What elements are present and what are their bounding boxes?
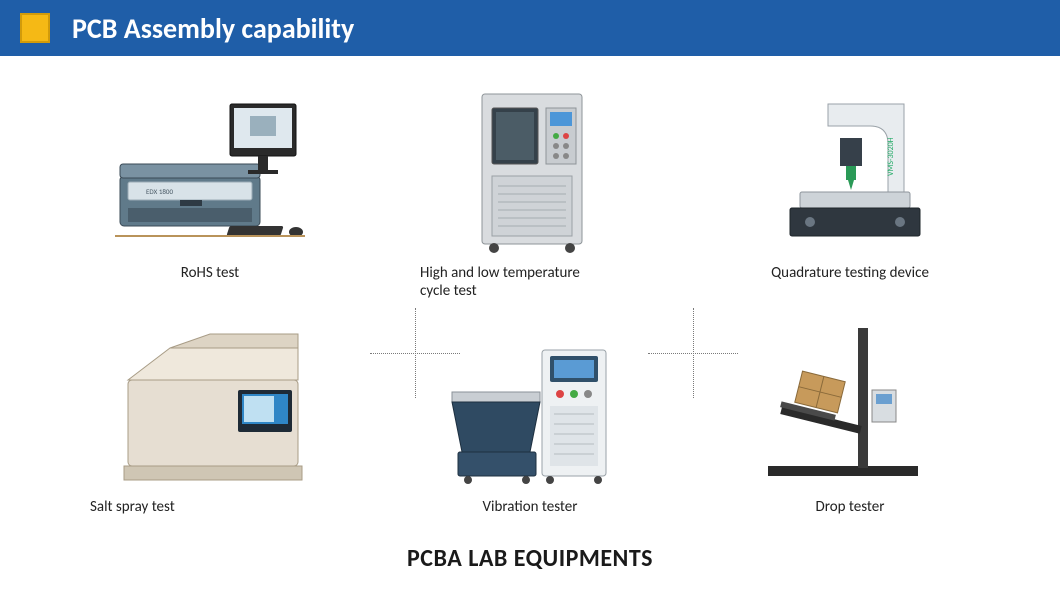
equipment-caption: Quadrature testing device xyxy=(771,264,929,302)
footer-title: PCBA LAB EQUIPMENTS xyxy=(0,544,1060,573)
equipment-cell: Drop tester xyxy=(710,320,990,536)
equipment-cell: Salt spray test xyxy=(70,320,350,536)
equipment-cell: High and low temperature cycle test xyxy=(390,86,670,302)
slide-content: EDX 1800 RoHS xyxy=(0,56,1060,597)
svg-text:EDX 1800: EDX 1800 xyxy=(146,187,173,196)
equipment-image-quadrature: VMS-3020H xyxy=(750,86,950,256)
equipment-image-temp-chamber xyxy=(430,86,630,256)
equipment-cell: EDX 1800 RoHS xyxy=(70,86,350,302)
equipment-cell: VMS-3020H Quadrature testing device xyxy=(710,86,990,302)
svg-text:VMS-3020H: VMS-3020H xyxy=(886,137,896,176)
equipment-image-drop-tester xyxy=(750,320,950,490)
header-bullet-icon xyxy=(20,13,50,43)
equipment-cell: Vibration tester xyxy=(390,320,670,536)
equipment-image-salt-spray xyxy=(110,320,310,490)
equipment-caption: Drop tester xyxy=(816,498,885,536)
equipment-image-rohs: EDX 1800 xyxy=(110,86,310,256)
equipment-grid: EDX 1800 RoHS xyxy=(70,86,990,536)
slide-title: PCB Assembly capability xyxy=(72,11,354,46)
equipment-caption: High and low temperature cycle test xyxy=(390,264,610,302)
equipment-caption: RoHS test xyxy=(181,264,239,302)
equipment-caption: Vibration tester xyxy=(483,498,578,536)
equipment-caption: Salt spray test xyxy=(70,498,175,536)
slide-header: PCB Assembly capability xyxy=(0,0,1060,56)
equipment-image-vibration xyxy=(430,320,630,490)
